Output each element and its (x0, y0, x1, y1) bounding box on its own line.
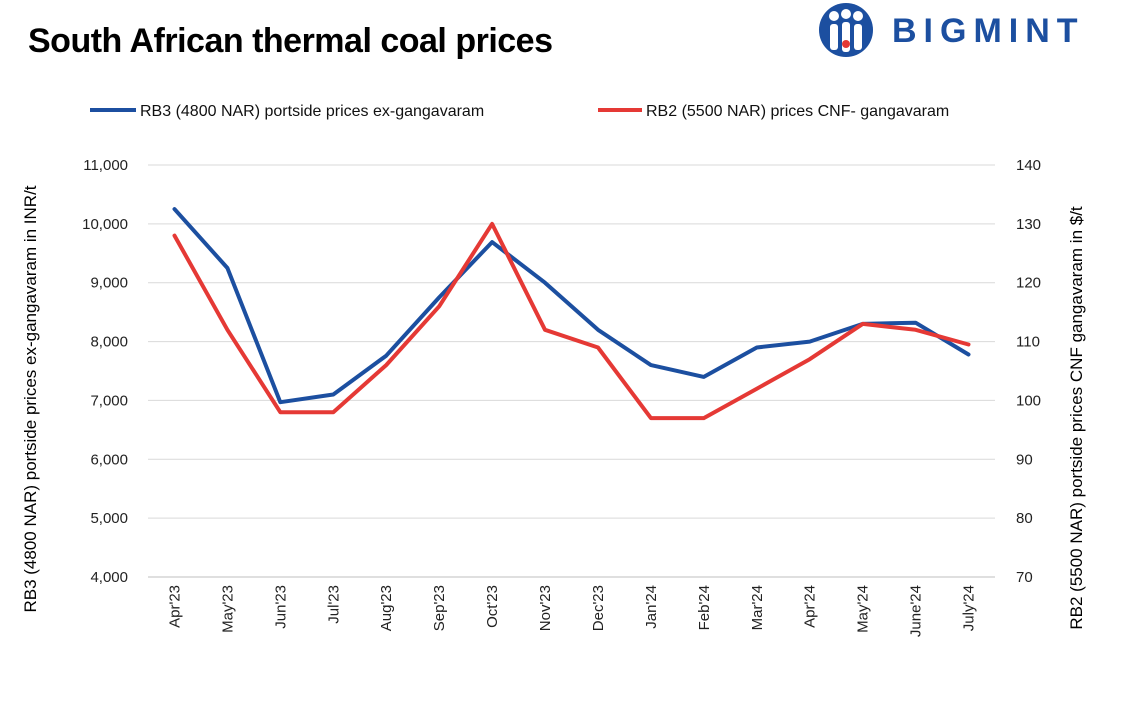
y2-tick-label: 120 (1016, 275, 1041, 292)
y-tick-label: 7,000 (90, 392, 128, 409)
x-tick-label: Jan'24 (643, 585, 660, 629)
y-tick-label: 10,000 (82, 216, 128, 233)
y2-tick-label: 90 (1016, 451, 1033, 468)
y2-tick-label: 140 (1016, 157, 1041, 174)
y2-tick-label: 110 (1016, 334, 1040, 351)
x-tick-label: Sep'23 (431, 585, 448, 631)
y2-tick-label: 70 (1016, 569, 1033, 586)
series-lines (172, 207, 971, 421)
x-tick-label: May'24 (855, 585, 872, 633)
bigmint-logo-text: BIGMINT (892, 12, 1085, 50)
x-tick-label: Nov'23 (537, 585, 554, 631)
x-tick-label: June'24 (908, 585, 925, 637)
x-tick-label: Feb'24 (696, 585, 713, 630)
x-tick-label: Apr'23 (166, 585, 183, 628)
legend-label-rb2: RB2 (5500 NAR) prices CNF- gangavaram (646, 103, 949, 120)
x-tick-label: Oct'23 (484, 585, 501, 628)
bigmint-logo-icon (819, 3, 873, 57)
x-tick-label: Dec'23 (590, 585, 607, 631)
x-tick-label: Apr'24 (802, 585, 819, 628)
x-tick-label: Mar'24 (749, 585, 766, 630)
y-tick-label: 8,000 (90, 334, 128, 351)
chart-title: South African thermal coal prices (28, 22, 553, 60)
right-axis-ticks: 70 80 90 100 110 120 130 140 (1016, 157, 1041, 586)
bigmint-logo: BIGMINT (818, 2, 1118, 58)
y2-tick-label: 100 (1016, 392, 1041, 409)
y-tick-label: 6,000 (90, 451, 128, 468)
legend: RB3 (4800 NAR) portside prices ex-gangav… (90, 103, 949, 120)
y2-axis-title: RB2 (5500 NAR) portside prices CNF ganga… (1067, 206, 1086, 630)
y-tick-label: 4,000 (90, 569, 128, 586)
x-tick-label: May'23 (219, 585, 236, 633)
y-tick-label: 5,000 (90, 510, 128, 527)
left-axis-ticks: 4,000 5,000 6,000 7,000 8,000 9,000 10,000 11,0… (82, 157, 128, 586)
y-axis-title: RB3 (4800 NAR) portside prices ex-gangav… (21, 185, 40, 612)
gridlines (148, 164, 995, 578)
x-tick-label: Jul'23 (325, 585, 342, 624)
y2-tick-label: 130 (1016, 216, 1041, 233)
y-tick-label: 11,000 (83, 157, 128, 174)
x-tick-label: Jun'23 (272, 585, 289, 629)
y2-tick-label: 80 (1016, 510, 1033, 527)
legend-label-rb3: RB3 (4800 NAR) portside prices ex-gangav… (140, 103, 484, 120)
x-tick-label: Aug'23 (378, 585, 395, 631)
y-tick-label: 9,000 (90, 275, 128, 292)
x-tick-label: July'24 (961, 585, 978, 631)
rb2-series-line (172, 221, 971, 421)
rb3-series-line (172, 207, 971, 405)
x-axis-ticks: Apr'23 May'23 Jun'23 Jul'23 Aug'23 Sep'23 Oct'… (166, 585, 977, 637)
